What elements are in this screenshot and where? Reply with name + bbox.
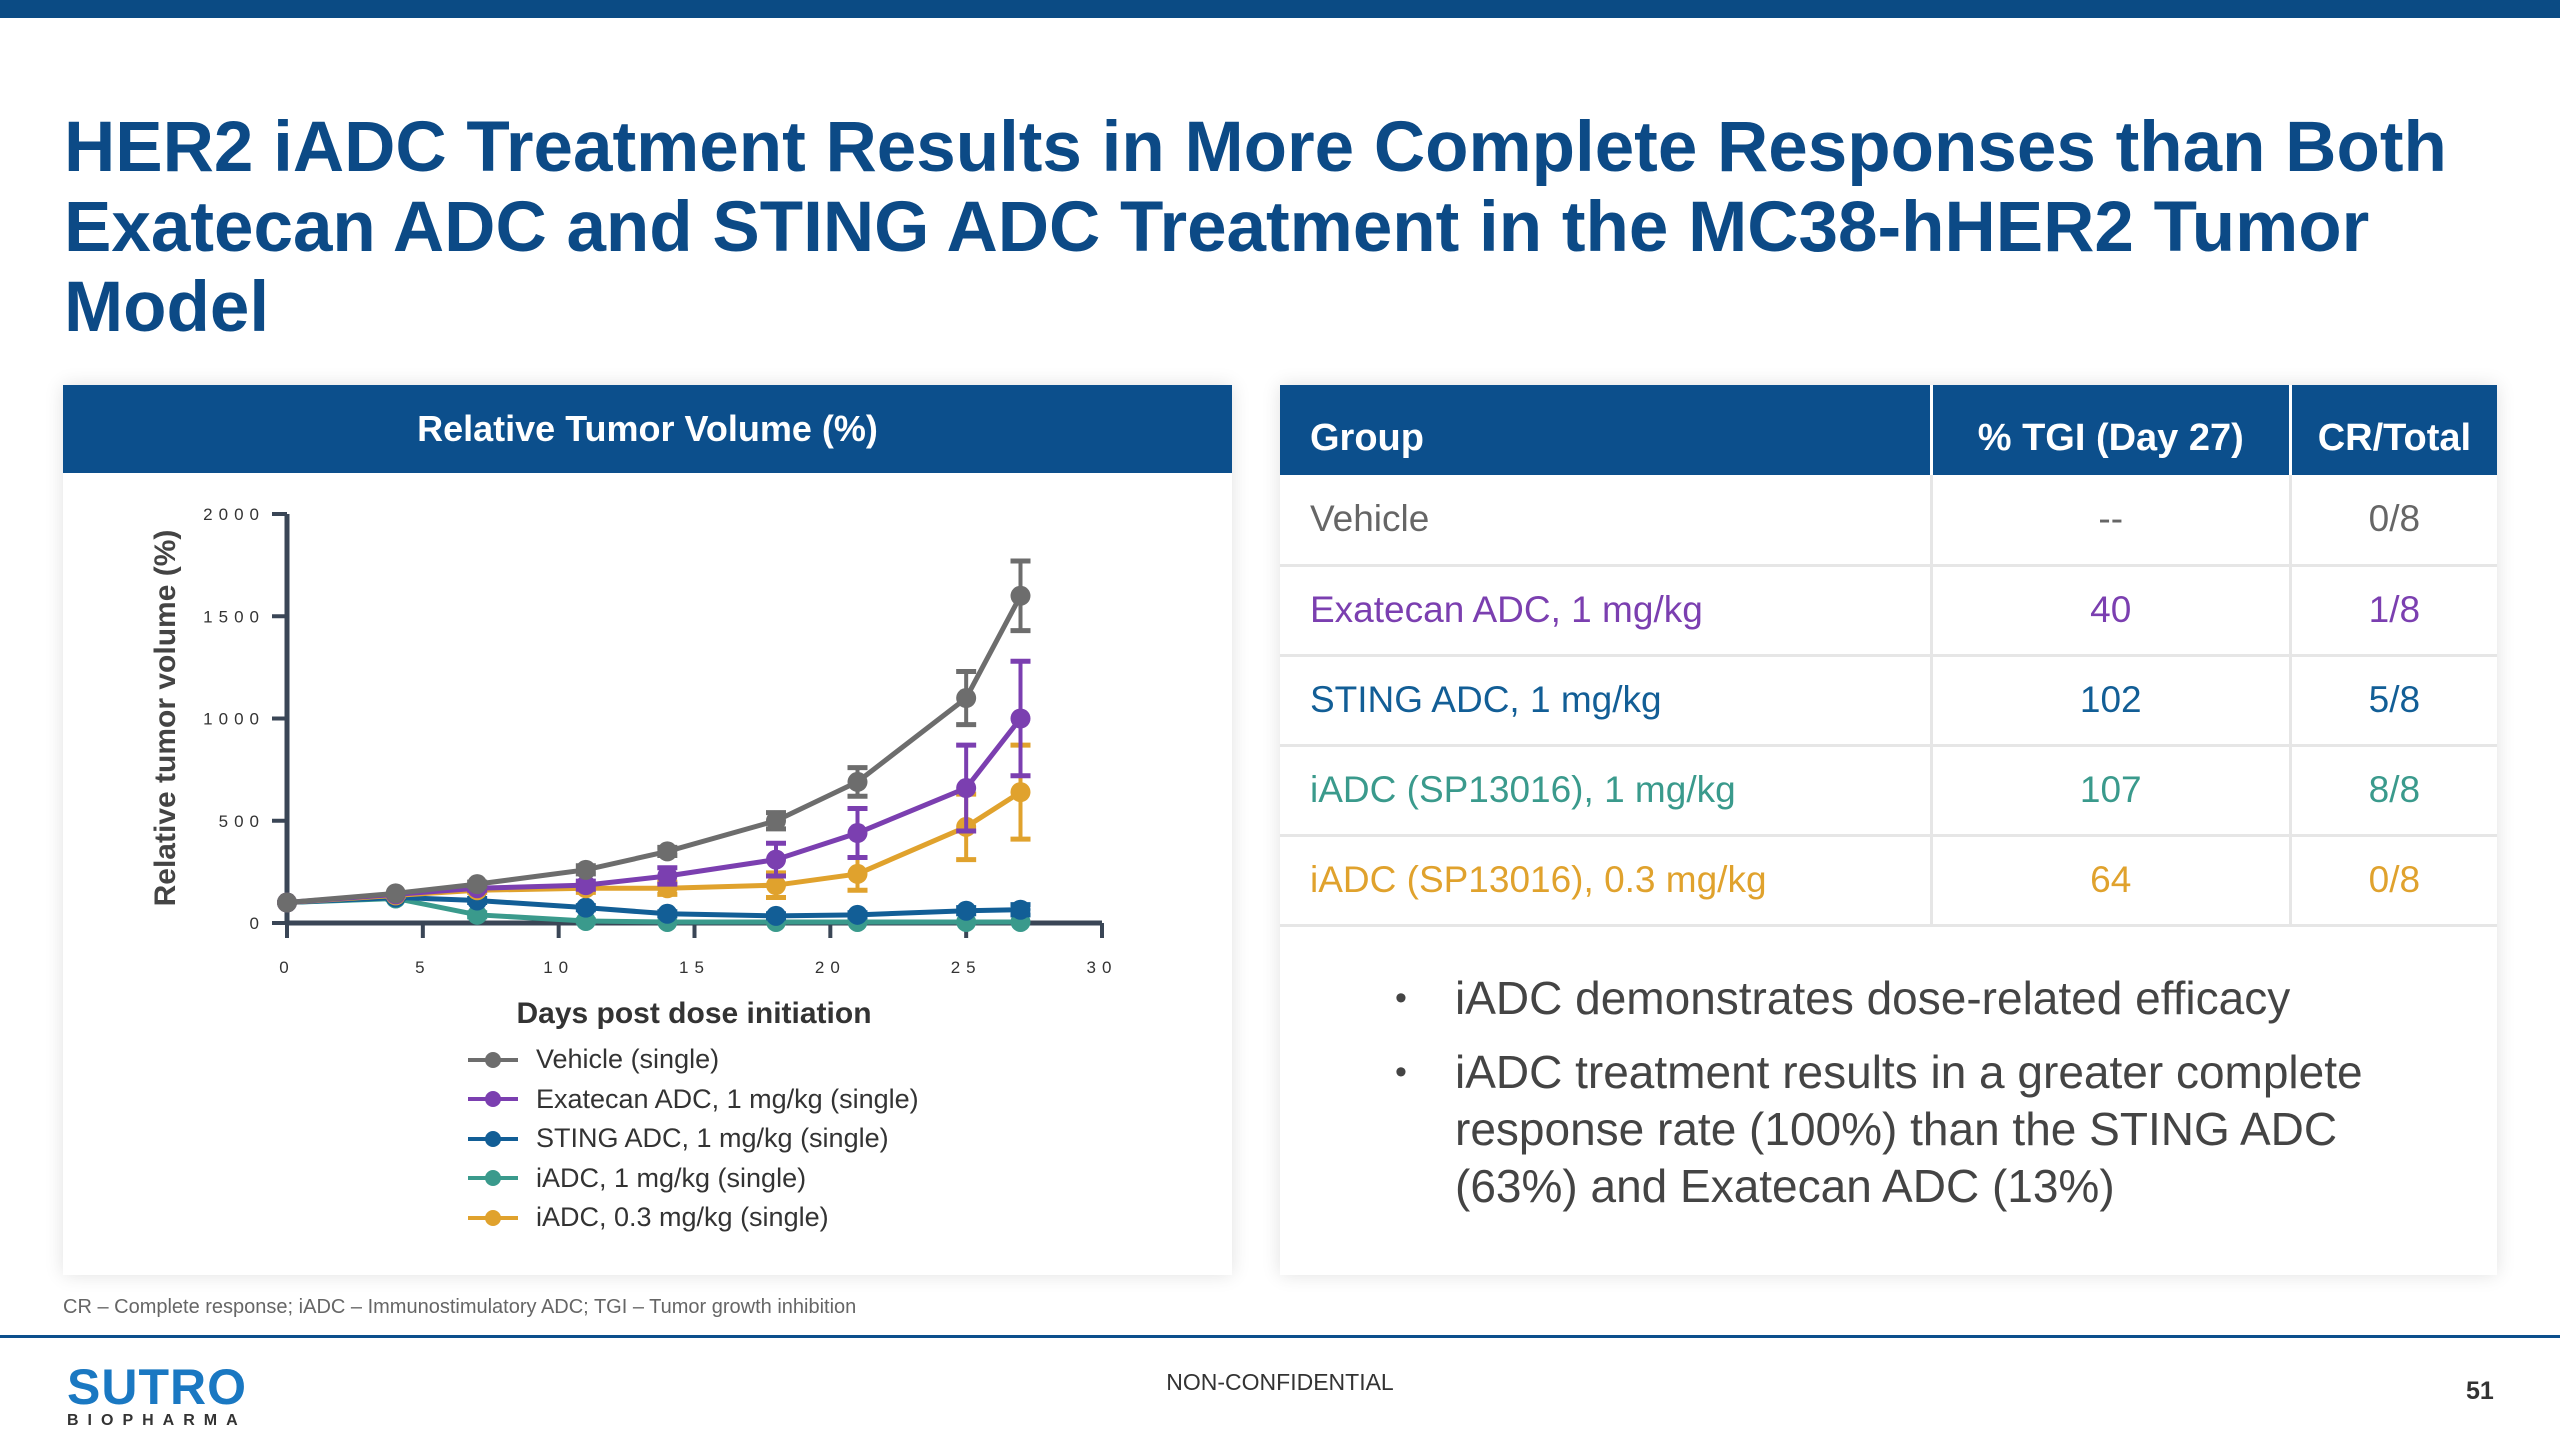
header-group: Group	[1280, 385, 1933, 475]
bullet-text: iADC treatment results in a greater comp…	[1455, 1046, 2363, 1212]
data-point	[766, 810, 786, 831]
legend-item: STING ADC, 1 mg/kg (single)	[468, 1119, 919, 1159]
bullet-item: • iADC demonstrates dose-related efficacy	[1395, 970, 2455, 1027]
series-line	[286, 594, 1023, 906]
legend-marker-icon	[468, 1130, 518, 1147]
x-tick-label: 20	[815, 958, 846, 977]
data-point	[956, 688, 977, 709]
cr-cell: 0/8	[2290, 475, 2497, 567]
data-point	[575, 859, 596, 880]
cr-cell: 0/8	[2290, 835, 2497, 927]
classification-label: NON-CONFIDENTIAL	[1166, 1369, 1394, 1395]
bullet-text: iADC demonstrates dose-related efficacy	[1455, 972, 2291, 1024]
bullet-item: • iADC treatment results in a greater com…	[1395, 1044, 2455, 1215]
series-line	[286, 716, 1023, 906]
table-row: iADC (SP13016), 0.3 mg/kg 64 0/8	[1280, 835, 2497, 927]
data-point	[657, 903, 678, 924]
tgi-cell: 64	[1931, 835, 2292, 927]
group-cell: iADC (SP13016), 1 mg/kg	[1280, 745, 1933, 837]
data-point	[847, 771, 868, 792]
top-bar	[0, 0, 2560, 18]
x-tick-label: 25	[951, 958, 982, 977]
group-cell: Exatecan ADC, 1 mg/kg	[1280, 565, 1933, 657]
data-point	[847, 904, 868, 925]
legend-marker-icon	[468, 1051, 518, 1068]
group-cell: iADC (SP13016), 0.3 mg/kg	[1280, 835, 1933, 927]
group-cell: Vehicle	[1280, 475, 1933, 567]
legend-label: iADC, 1 mg/kg (single)	[536, 1162, 807, 1193]
data-point	[385, 883, 406, 904]
data-point	[1010, 585, 1031, 606]
footer-divider	[0, 1335, 2560, 1338]
tgi-cell: 40	[1931, 565, 2292, 657]
y-tick-label: 1000	[203, 710, 265, 729]
line-chart: 0 5 10 15 20 25 30 0 500 1000 1500 2000 Days post do…	[149, 505, 1118, 1030]
tgi-cell: 102	[1931, 655, 2292, 747]
y-tick-label: 500	[219, 812, 265, 831]
data-point	[657, 865, 678, 886]
data-point	[956, 778, 977, 799]
data-point	[575, 875, 596, 896]
y-tick-label: 1500	[203, 607, 265, 626]
tgi-cell: 107	[1931, 745, 2292, 837]
chart-panel-title: Relative Tumor Volume (%)	[63, 385, 1232, 473]
data-point	[277, 892, 297, 913]
legend-label: Vehicle (single)	[536, 1044, 720, 1075]
group-cell: STING ADC, 1 mg/kg	[1280, 655, 1933, 747]
data-point	[766, 849, 786, 870]
data-point	[467, 874, 488, 895]
data-point	[847, 863, 868, 884]
y-axis-label: Relative tumor volume (%)	[149, 530, 182, 907]
table-row: STING ADC, 1 mg/kg 102 5/8	[1280, 655, 2497, 747]
data-point	[467, 904, 488, 925]
cr-cell: 8/8	[2290, 745, 2497, 837]
data-point	[766, 875, 786, 896]
data-point	[956, 900, 977, 921]
x-tick-label: 15	[679, 958, 710, 977]
logo-subtitle: BIOPHARMA	[67, 1412, 247, 1429]
data-point	[847, 823, 868, 844]
tgi-cell: --	[1931, 475, 2292, 567]
footnote: CR – Complete response; iADC – Immunosti…	[63, 1296, 857, 1318]
results-panel: Group % TGI (Day 27) CR/Total Vehicle -- 0…	[1280, 385, 2497, 1275]
data-point	[1010, 899, 1031, 920]
sutro-logo: SUTRO BIOPHARMA	[67, 1362, 247, 1430]
data-point	[1010, 708, 1031, 729]
chart-panel: Relative Tumor Volume (%) 0 5 10 15 20 25 30 0 5…	[63, 385, 1232, 1275]
data-point	[766, 905, 786, 926]
data-point	[575, 897, 596, 918]
legend-marker-icon	[468, 1209, 518, 1226]
logo-wordmark: SUTRO	[67, 1359, 247, 1415]
y-tick-label: 0	[250, 914, 265, 933]
legend-item: Exatecan ADC, 1 mg/kg (single)	[468, 1080, 919, 1120]
cr-cell: 5/8	[2290, 655, 2497, 747]
legend-item: iADC, 0.3 mg/kg (single)	[468, 1198, 919, 1238]
legend-item: iADC, 1 mg/kg (single)	[468, 1159, 919, 1199]
cr-cell: 1/8	[2290, 565, 2497, 657]
legend-label: STING ADC, 1 mg/kg (single)	[536, 1123, 889, 1154]
data-point	[657, 841, 678, 862]
x-tick-label: 0	[279, 958, 294, 977]
page-title: HER2 iADC Treatment Results in More Comp…	[64, 108, 2447, 347]
legend-label: iADC, 0.3 mg/kg (single)	[536, 1202, 829, 1233]
legend-label: Exatecan ADC, 1 mg/kg (single)	[536, 1083, 919, 1114]
x-tick-label: 10	[543, 958, 574, 977]
y-tick-label: 2000	[203, 505, 265, 524]
header-cr: CR/Total	[2290, 385, 2497, 475]
x-tick-label: 30	[1087, 958, 1118, 977]
results-table: Group % TGI (Day 27) CR/Total Vehicle -- 0…	[1280, 385, 2497, 927]
legend-marker-icon	[468, 1091, 518, 1108]
table-row: Vehicle -- 0/8	[1280, 475, 2497, 567]
table-row: Exatecan ADC, 1 mg/kg 40 1/8	[1280, 565, 2497, 657]
x-tick-label: 5	[415, 958, 430, 977]
page-number: 51	[2466, 1377, 2494, 1405]
x-axis-label: Days post dose initiation	[516, 997, 871, 1030]
bullet-list: • iADC demonstrates dose-related efficacy…	[1395, 970, 2455, 1232]
legend-item: Vehicle (single)	[468, 1040, 919, 1080]
header-tgi: % TGI (Day 27)	[1931, 385, 2292, 475]
legend-marker-icon	[468, 1170, 518, 1187]
table-row: iADC (SP13016), 1 mg/kg 107 8/8	[1280, 745, 2497, 837]
data-point	[1010, 782, 1031, 803]
chart-legend: Vehicle (single) Exatecan ADC, 1 mg/kg (s…	[468, 1040, 919, 1238]
